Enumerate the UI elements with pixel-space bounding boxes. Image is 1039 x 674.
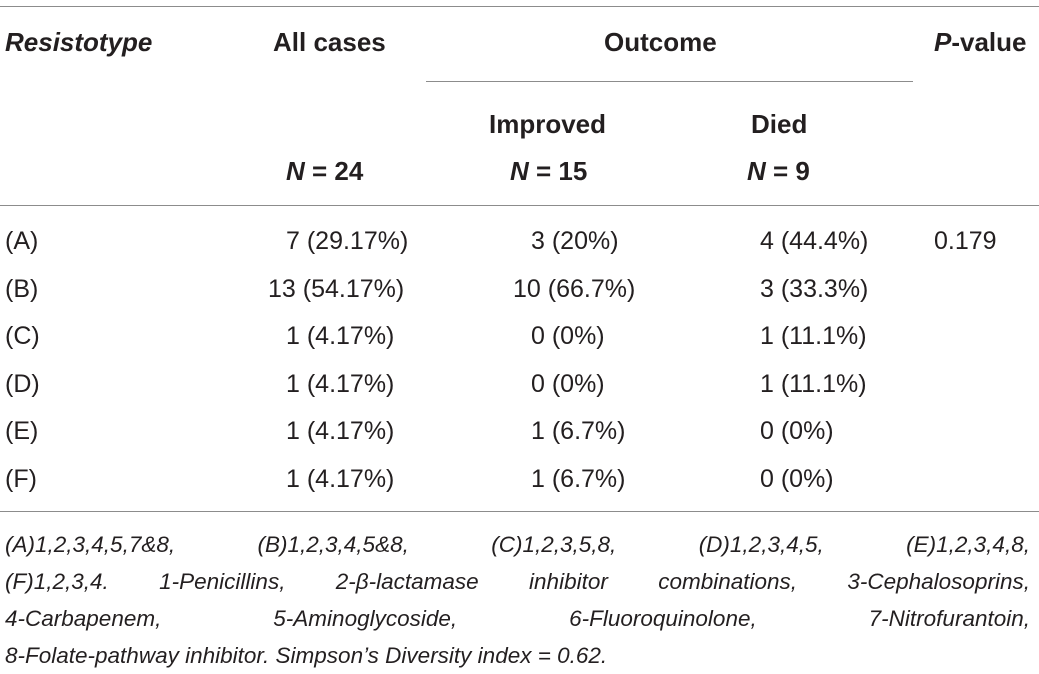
header-n-died: N = 9 [747, 156, 810, 186]
footnote-line: 4-Carbapenem, 5-Aminoglycoside, 6-Fluoro… [5, 600, 1030, 637]
row-label: (B) [5, 275, 39, 303]
footnote-line-last: 8-Folate-pathway inhibitor. Simpson’s Di… [5, 643, 608, 668]
footnote-term: (E)1,2,3,4,8, [906, 532, 1030, 557]
row-improved: 0 (0%) [531, 370, 605, 398]
row-improved: 1 (6.7%) [531, 465, 626, 493]
footnote-term: 4-Carbapenem, [5, 606, 162, 631]
row-all: 13 (54.17%) [268, 275, 405, 303]
header-improved: Improved [489, 109, 607, 139]
table-top-rule [0, 6, 1039, 7]
row-all: 1 (4.17%) [286, 417, 395, 445]
header-outcome: Outcome [604, 27, 717, 57]
row-all: 7 (29.17%) [286, 227, 409, 255]
row-label: (C) [5, 322, 40, 350]
footnote-term: 2-β-lactamase [335, 569, 479, 594]
footnote-term: (D)1,2,3,4,5, [698, 532, 824, 557]
n-symbol: N [286, 156, 305, 186]
p-symbol: P [934, 27, 952, 57]
row-died: 4 (44.4%) [760, 227, 869, 255]
n-symbol: N [510, 156, 529, 186]
row-died: 3 (33.3%) [760, 275, 869, 303]
n-symbol: N [747, 156, 766, 186]
footnote-term: (A)1,2,3,4,5,7&8, [5, 532, 176, 557]
n-improved-value: = 15 [528, 156, 588, 186]
row-improved: 0 (0%) [531, 322, 605, 350]
row-all: 1 (4.17%) [286, 370, 395, 398]
row-label: (A) [5, 227, 39, 255]
footnote-term: 1-Penicillins, [159, 569, 286, 594]
header-bottom-rule [0, 205, 1039, 206]
row-improved: 1 (6.7%) [531, 417, 626, 445]
row-improved: 3 (20%) [531, 227, 619, 255]
row-label: (F) [5, 465, 37, 493]
header-n-all: N = 24 [286, 156, 363, 186]
footnote-term: (C)1,2,3,5,8, [491, 532, 617, 557]
row-died: 0 (0%) [760, 465, 834, 493]
footnote-term: 7-Nitrofurantoin, [868, 606, 1030, 631]
header-all-cases: All cases [273, 27, 386, 57]
footnote-term: 5-Aminoglycoside, [273, 606, 458, 631]
header-died: Died [751, 109, 808, 139]
row-died: 1 (11.1%) [760, 322, 867, 350]
row-died: 0 (0%) [760, 417, 834, 445]
row-all: 1 (4.17%) [286, 465, 395, 493]
header-resistotype: Resistotype [5, 27, 153, 57]
row-label: (D) [5, 370, 40, 398]
footnote-line: (F)1,2,3,4. 1-Penicillins, 2-β-lactamase… [5, 563, 1030, 600]
n-died-value: = 9 [765, 156, 810, 186]
row-died: 1 (11.1%) [760, 370, 867, 398]
table-footnote: (A)1,2,3,4,5,7&8, (B)1,2,3,4,5&8, (C)1,2… [5, 526, 1030, 674]
footnote-term: 3-Cephalosoprins, [847, 569, 1030, 594]
table-bottom-rule [0, 511, 1039, 512]
n-all-value: = 24 [304, 156, 364, 186]
p-value-suffix: -value [951, 27, 1027, 57]
outcome-rule [426, 81, 913, 82]
row-label: (E) [5, 417, 39, 445]
row-p-value: 0.179 [934, 227, 997, 255]
footnote-term: (F)1,2,3,4. [5, 569, 109, 594]
footnote-term: 6-Fluoroquinolone, [569, 606, 757, 631]
header-p-value: P-value [934, 27, 1027, 57]
footnote-term: inhibitor [529, 569, 608, 594]
row-all: 1 (4.17%) [286, 322, 395, 350]
footnote-term: (B)1,2,3,4,5&8, [257, 532, 409, 557]
footnote-line: (A)1,2,3,4,5,7&8, (B)1,2,3,4,5&8, (C)1,2… [5, 526, 1030, 563]
footnote-term: combinations, [658, 569, 798, 594]
header-n-improved: N = 15 [510, 156, 587, 186]
row-improved: 10 (66.7%) [513, 275, 636, 303]
